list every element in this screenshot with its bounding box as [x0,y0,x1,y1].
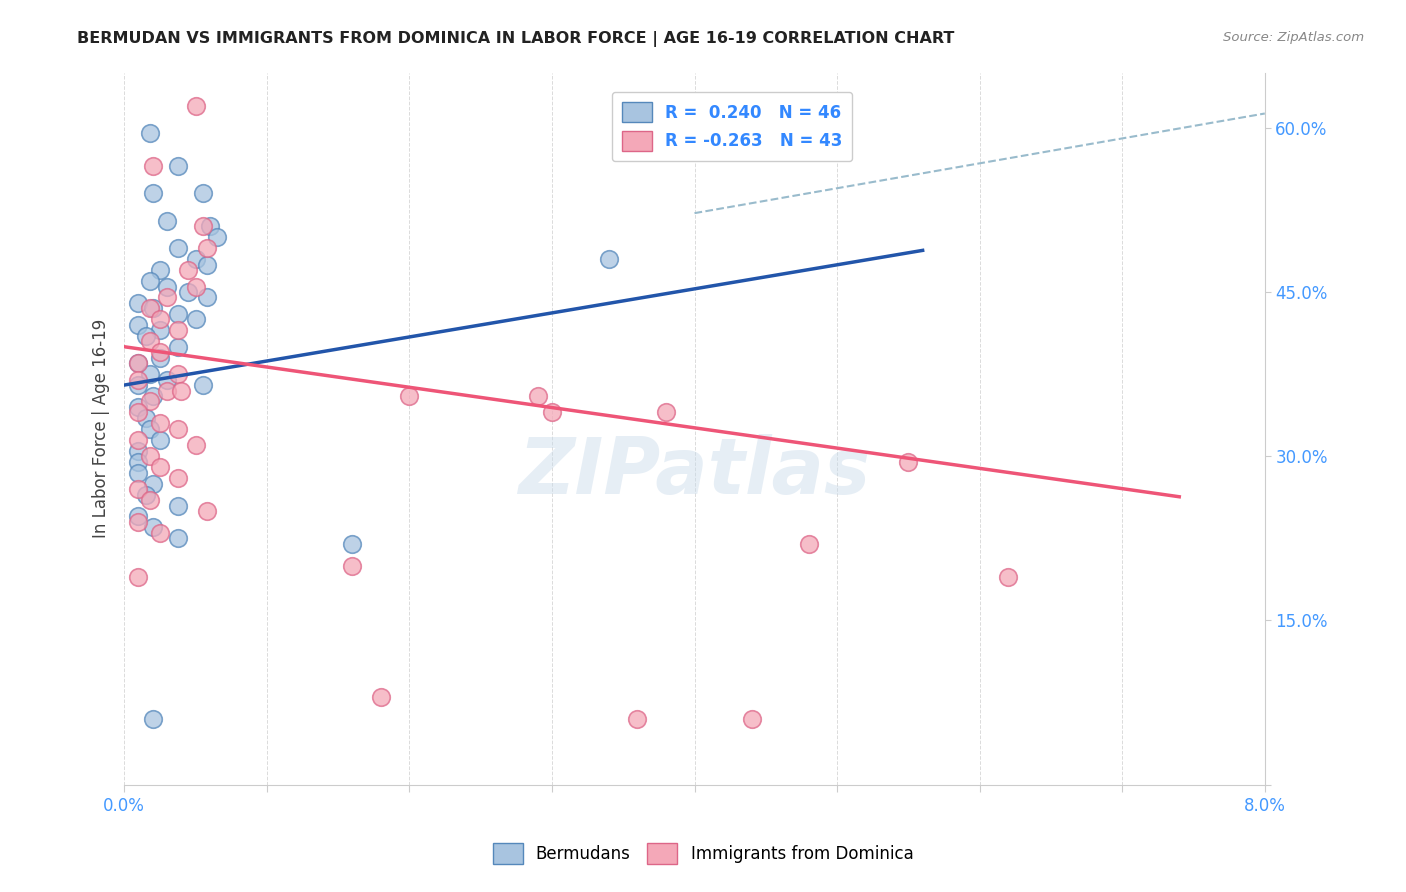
Text: ZIPatlas: ZIPatlas [519,434,870,509]
Point [177,263,200,277]
Point [149,351,172,365]
Point [127,570,149,584]
Point [149,345,172,359]
Y-axis label: In Labor Force | Age 16-19: In Labor Force | Age 16-19 [93,319,110,539]
Point [156,384,179,398]
Point [142,159,165,173]
Point [156,290,179,304]
Legend: R =  0.240   N = 46, R = -0.263   N = 43: R = 0.240 N = 46, R = -0.263 N = 43 [612,92,852,161]
Point [195,290,218,304]
Point [526,389,548,403]
Point [127,400,149,414]
Point [149,433,172,447]
Point [191,378,214,392]
Point [167,499,190,513]
Point [398,389,420,403]
Point [156,214,179,228]
Point [127,356,149,370]
Point [741,712,763,726]
Point [127,509,149,524]
Point [149,460,172,475]
Point [655,405,678,419]
Point [177,285,200,299]
Point [205,230,228,244]
Point [142,186,165,201]
Point [997,570,1019,584]
Point [897,455,920,469]
Point [167,159,190,173]
Point [184,312,207,326]
Point [127,482,149,496]
Point [135,487,157,501]
Point [167,307,190,321]
Point [127,296,149,310]
Point [167,340,190,354]
Point [149,417,172,431]
Point [167,532,190,546]
Point [139,449,162,463]
Point [127,455,149,469]
Point [139,394,162,409]
Point [167,323,190,337]
Point [541,405,564,419]
Point [127,378,149,392]
Point [167,367,190,381]
Point [184,252,207,267]
Point [142,476,165,491]
Point [127,318,149,332]
Point [342,558,364,573]
Point [167,471,190,485]
Point [149,323,172,337]
Point [139,367,162,381]
Point [139,422,162,436]
Point [127,443,149,458]
Point [156,279,179,293]
Point [135,328,157,343]
Point [127,515,149,529]
Point [149,312,172,326]
Legend: Bermudans, Immigrants from Dominica: Bermudans, Immigrants from Dominica [486,837,920,871]
Point [170,384,193,398]
Point [342,537,364,551]
Point [797,537,820,551]
Point [156,373,179,387]
Point [191,186,214,201]
Point [139,274,162,288]
Point [149,525,172,540]
Point [139,493,162,508]
Point [127,433,149,447]
Point [142,301,165,316]
Point [184,438,207,452]
Point [191,219,214,234]
Point [195,241,218,255]
Text: BERMUDAN VS IMMIGRANTS FROM DOMINICA IN LABOR FORCE | AGE 16-19 CORRELATION CHAR: BERMUDAN VS IMMIGRANTS FROM DOMINICA IN … [77,31,955,47]
Point [142,389,165,403]
Point [127,405,149,419]
Text: Source: ZipAtlas.com: Source: ZipAtlas.com [1223,31,1364,45]
Point [142,712,165,726]
Point [149,263,172,277]
Point [127,356,149,370]
Point [142,520,165,534]
Point [626,712,648,726]
Point [139,126,162,140]
Point [598,252,620,267]
Point [195,504,218,518]
Point [184,99,207,113]
Point [139,334,162,349]
Point [167,241,190,255]
Point [167,422,190,436]
Point [139,301,162,316]
Point [135,411,157,425]
Point [127,373,149,387]
Point [127,466,149,480]
Point [184,279,207,293]
Point [198,219,221,234]
Point [195,258,218,272]
Point [370,690,392,705]
